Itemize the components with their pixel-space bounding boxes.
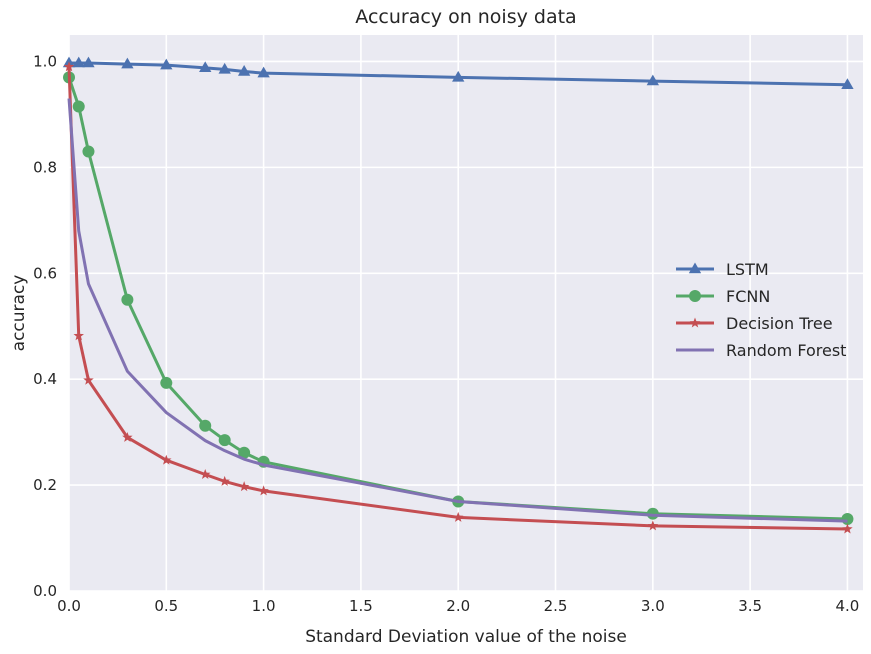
legend: LSTM FCNN Decision Tree Random Forest (676, 260, 846, 360)
triangle-marker (452, 70, 465, 82)
triangle-marker (257, 66, 270, 78)
series-random-forest (67, 98, 848, 523)
star-marker (199, 469, 211, 479)
star-marker (83, 374, 94, 385)
legend-item: Random Forest (676, 341, 846, 360)
star-marker (647, 520, 659, 531)
x-tick-label: 2.5 (544, 597, 568, 615)
circle-marker (218, 434, 231, 447)
y-axis-label: accuracy (9, 275, 29, 352)
x-axis-label: Standard Deviation value of the noise (305, 627, 627, 647)
y-tick-label: 0.2 (33, 476, 57, 494)
star-marker (842, 523, 853, 534)
legend-item: FCNN (676, 287, 770, 306)
triangle-marker (199, 61, 212, 73)
triangle-marker (121, 57, 134, 69)
star-marker (161, 454, 172, 465)
y-tick-label: 0.0 (33, 582, 57, 600)
x-tick-label: 3.0 (641, 597, 665, 615)
series-lstm (62, 56, 854, 90)
chart-title: Accuracy on noisy data (355, 6, 576, 28)
y-tick-label: 1.0 (33, 52, 57, 70)
circle-marker (160, 376, 173, 389)
x-tick-label: 1.5 (349, 597, 373, 615)
y-tick-labels: 0.0 0.2 0.4 0.6 0.8 1.0 (33, 52, 57, 600)
star-marker (238, 481, 250, 492)
y-tick-label: 0.6 (33, 264, 57, 282)
circle-marker (121, 293, 134, 306)
circle-marker (199, 419, 212, 432)
triangle-marker (160, 58, 173, 70)
star-marker (73, 330, 84, 341)
triangle-marker (82, 56, 95, 68)
triangle-marker (688, 262, 702, 274)
x-tick-labels: 0.0 0.5 1.0 1.5 2.0 2.5 3.0 3.5 4.0 (57, 597, 859, 615)
triangle-marker (218, 62, 231, 74)
gridlines (68, 35, 863, 592)
legend-label: Random Forest (726, 341, 846, 360)
triangle-marker (72, 56, 85, 68)
circle-marker (82, 145, 95, 158)
star-marker (452, 511, 464, 522)
series-layer (62, 56, 854, 534)
legend-item: Decision Tree (676, 314, 833, 333)
star-marker (258, 485, 269, 496)
x-tick-label: 0.0 (57, 597, 81, 615)
triangle-marker (841, 78, 854, 90)
circle-marker (72, 100, 85, 113)
x-tick-label: 1.0 (252, 597, 276, 615)
circle-marker (841, 512, 854, 525)
legend-label: Decision Tree (726, 314, 833, 333)
star-marker (689, 317, 701, 328)
circle-marker (689, 290, 701, 302)
plot-area (69, 35, 863, 591)
y-tick-label: 0.8 (33, 158, 57, 176)
x-tick-label: 2.0 (446, 597, 470, 615)
x-tick-label: 0.5 (154, 597, 178, 615)
x-tick-label: 3.5 (738, 597, 762, 615)
legend-item: LSTM (676, 260, 769, 279)
star-marker (63, 61, 75, 72)
series-line (67, 98, 848, 523)
circle-marker (238, 446, 251, 459)
star-marker (219, 475, 230, 486)
triangle-marker (237, 65, 251, 76)
legend-label: LSTM (726, 260, 769, 279)
legend-label: FCNN (726, 287, 770, 306)
triangle-marker (646, 74, 659, 86)
series-decision-tree (63, 61, 853, 534)
x-tick-label: 4.0 (836, 597, 860, 615)
y-tick-label: 0.4 (33, 370, 57, 388)
star-marker (122, 431, 133, 442)
series-line (67, 66, 848, 531)
